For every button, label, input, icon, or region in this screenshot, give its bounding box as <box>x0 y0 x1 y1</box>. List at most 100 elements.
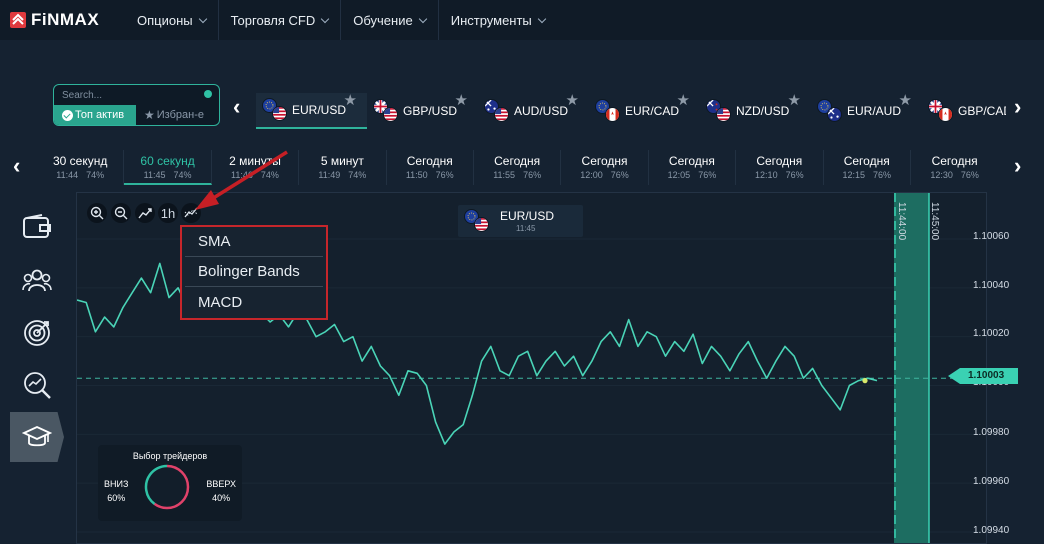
traders-choice-title: Выбор трейдеров <box>132 451 208 461</box>
favorite-star-icon[interactable]: ★ <box>787 93 801 109</box>
assets-next-arrow[interactable]: › <box>1014 94 1022 119</box>
traders-choice-widget: Выбор трейдеров ВНИЗ 60% ВВЕРХ 40% <box>98 445 242 521</box>
expiry-option[interactable]: Сегодня 11:55 76% <box>474 150 562 185</box>
left-sidebar <box>0 200 66 544</box>
menu-item-bollinger-bands[interactable]: Bolinger Bands <box>185 257 323 287</box>
price-tag-shape <box>948 368 1018 384</box>
favorite-star-icon[interactable]: ★ <box>565 93 579 109</box>
expiry-prev-arrow[interactable]: ‹ <box>13 153 21 178</box>
sidebar-item-target[interactable] <box>10 308 64 358</box>
favorite-star-icon[interactable]: ★ <box>343 93 357 109</box>
timeframe-button[interactable]: 1h <box>158 203 178 223</box>
zoom-in-button[interactable] <box>87 203 107 223</box>
expiry-payout: 76% <box>523 170 542 180</box>
menu-item-macd[interactable]: MACD <box>198 293 243 311</box>
price-tick: 1.09980 <box>973 427 1010 438</box>
asset-tab-nzd-usd[interactable]: NZD/USD ★ <box>700 93 811 129</box>
expiry-zone <box>894 193 929 543</box>
asset-tab-eur-aud[interactable]: EUR/AUD ★ <box>811 93 922 129</box>
nav-education-label: Обучение <box>353 12 413 28</box>
expiry-option[interactable]: Сегодня 12:15 76% <box>824 150 911 185</box>
sidebar-item-education[interactable] <box>10 412 64 462</box>
price-tick: 1.10060 <box>973 231 1010 242</box>
chevron-down-icon <box>418 14 427 23</box>
wallet-icon <box>23 214 51 238</box>
favorite-star-icon[interactable]: ★ <box>676 93 690 109</box>
expiry-time: 11:50 <box>405 170 428 180</box>
nav-tools-label: Инструменты <box>450 12 532 28</box>
us-flag-icon <box>272 106 287 121</box>
expiry-details: 11:50 76% <box>387 170 473 180</box>
expiry-payout: 74% <box>173 170 192 180</box>
expiry-label: Сегодня <box>494 154 541 168</box>
expiry-strip: 30 секунд 11:44 74% 60 секунд 11:45 74% 2 мину… <box>37 150 999 185</box>
users-icon <box>22 269 52 292</box>
asset-flags <box>595 99 621 123</box>
expiry-time: 11:45 <box>143 170 166 180</box>
expiry-option[interactable]: Сегодня 12:10 76% <box>736 150 824 185</box>
target-icon <box>24 320 50 346</box>
tab-favorites[interactable]: ★ Избран-е <box>136 105 219 125</box>
expiry-time: 12:30 <box>930 170 953 180</box>
us-flag-icon <box>474 217 489 232</box>
asset-tab-gbp-cad[interactable]: GBP/CAD★ <box>922 93 1006 129</box>
current-price-tag: 1.10003 <box>948 368 1018 384</box>
expiry-time-2: 11:45:00 <box>929 202 940 241</box>
nav-cfd-label: Торговля CFD <box>230 12 316 28</box>
expiry-details: 11:44 74% <box>37 170 123 180</box>
price-chart[interactable]: 1h EUR/USD 11:45 SMA Bolinger Bands MACD… <box>76 192 987 544</box>
sidebar-item-wallet[interactable] <box>10 202 64 252</box>
expiry-payout: 74% <box>260 170 279 180</box>
search-input[interactable] <box>62 88 192 102</box>
asset-name: EUR/AUD <box>847 104 902 118</box>
expiry-option[interactable]: 60 секунд 11:45 74% <box>124 150 212 185</box>
current-price-value: 1.10003 <box>968 370 1005 381</box>
nav-tools[interactable]: Инструменты <box>439 0 557 40</box>
assets-prev-arrow[interactable]: ‹ <box>233 94 241 119</box>
pointer-arrow-annotation <box>195 150 288 210</box>
favorite-star-icon[interactable]: ★ <box>454 93 468 109</box>
asset-tab-eur-cad[interactable]: EUR/CAD ★ <box>589 93 700 129</box>
brand-logo[interactable]: FiNMAX <box>10 10 125 30</box>
expiry-option[interactable]: 5 минут 11:49 74% <box>299 150 387 185</box>
asset-name: EUR/USD <box>292 103 347 117</box>
traders-down-label: ВНИЗ <box>104 479 129 489</box>
expiry-option[interactable]: 30 секунд 11:44 74% <box>37 150 125 185</box>
expiry-option[interactable]: Сегодня 12:00 76% <box>561 150 649 185</box>
expiry-payout: 76% <box>610 170 629 180</box>
asset-name: GBP/CAD <box>958 104 1006 118</box>
expiry-option[interactable]: Сегодня 12:30 76% <box>911 150 998 185</box>
expiry-label: Сегодня <box>581 154 628 168</box>
asset-search-box: Топ актив ★Избран-е <box>53 84 220 126</box>
expiry-time: 12:15 <box>842 170 865 180</box>
chart-grid <box>77 238 986 533</box>
indicators-button[interactable] <box>181 203 201 223</box>
favorite-star-icon[interactable]: ★ <box>898 93 912 109</box>
expiry-label: 60 секунд <box>140 154 195 168</box>
chart-asset-flags <box>464 209 490 233</box>
expiry-label: Сегодня <box>756 154 803 168</box>
asset-tab-eur-usd[interactable]: EUR/USD ★ <box>256 93 367 129</box>
tab-top-assets[interactable]: Топ актив <box>54 105 136 125</box>
nav-options[interactable]: Опционы <box>125 0 219 40</box>
expiry-option[interactable]: Сегодня 11:50 76% <box>387 150 474 185</box>
asset-tab-aud-usd[interactable]: AUD/USD ★ <box>478 93 589 129</box>
sidebar-item-analytics[interactable] <box>10 360 64 410</box>
nav-education[interactable]: Обучение <box>341 0 439 40</box>
uk-flag-icon <box>373 99 388 114</box>
zoom-out-button[interactable] <box>111 203 131 223</box>
expiry-payout: 76% <box>785 170 804 180</box>
expiry-details: 11:45 74% <box>124 170 210 180</box>
us-flag-icon <box>716 107 731 122</box>
expiry-option[interactable]: Сегодня 12:05 76% <box>649 150 737 185</box>
star-icon: ★ <box>144 108 155 122</box>
expiry-details: 12:05 76% <box>649 170 735 180</box>
ca-flag-icon <box>605 107 620 122</box>
asset-tab-gbp-usd[interactable]: GBP/USD ★ <box>367 93 478 129</box>
expiry-next-arrow[interactable]: › <box>1014 153 1022 178</box>
chart-type-button[interactable] <box>135 203 155 223</box>
menu-item-sma[interactable]: SMA <box>185 227 323 257</box>
nav-cfd-trading[interactable]: Торговля CFD <box>219 0 342 40</box>
indicators-icon <box>184 207 198 218</box>
sidebar-item-community[interactable] <box>10 255 64 305</box>
